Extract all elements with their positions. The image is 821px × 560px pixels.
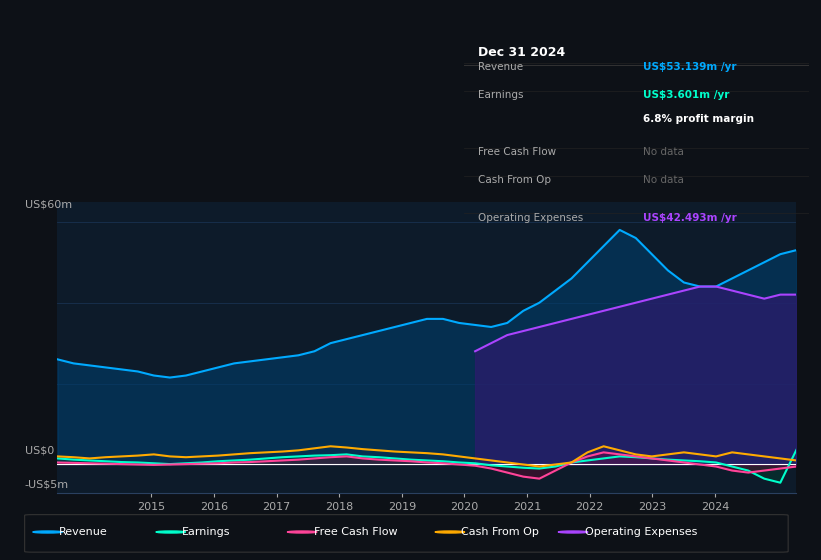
Circle shape (287, 531, 317, 533)
Text: Revenue: Revenue (59, 527, 108, 537)
Circle shape (156, 531, 186, 533)
Circle shape (558, 531, 588, 533)
Text: 6.8% profit margin: 6.8% profit margin (643, 114, 754, 124)
Text: US$60m: US$60m (25, 199, 71, 209)
Text: US$3.601m /yr: US$3.601m /yr (643, 91, 730, 100)
Text: US$42.493m /yr: US$42.493m /yr (643, 213, 737, 223)
Text: Dec 31 2024: Dec 31 2024 (478, 46, 565, 59)
Text: Free Cash Flow: Free Cash Flow (478, 147, 556, 157)
Text: -US$5m: -US$5m (25, 479, 69, 489)
Text: Earnings: Earnings (182, 527, 231, 537)
Text: US$0: US$0 (25, 446, 54, 456)
Text: No data: No data (643, 175, 684, 185)
Text: US$53.139m /yr: US$53.139m /yr (643, 62, 736, 72)
Text: Operating Expenses: Operating Expenses (478, 213, 583, 223)
Circle shape (435, 531, 465, 533)
Circle shape (33, 531, 62, 533)
Text: Operating Expenses: Operating Expenses (585, 527, 697, 537)
Text: Free Cash Flow: Free Cash Flow (314, 527, 397, 537)
Text: Cash From Op: Cash From Op (461, 527, 539, 537)
Text: Earnings: Earnings (478, 91, 523, 100)
Text: Cash From Op: Cash From Op (478, 175, 551, 185)
Text: No data: No data (643, 147, 684, 157)
Text: Revenue: Revenue (478, 62, 523, 72)
